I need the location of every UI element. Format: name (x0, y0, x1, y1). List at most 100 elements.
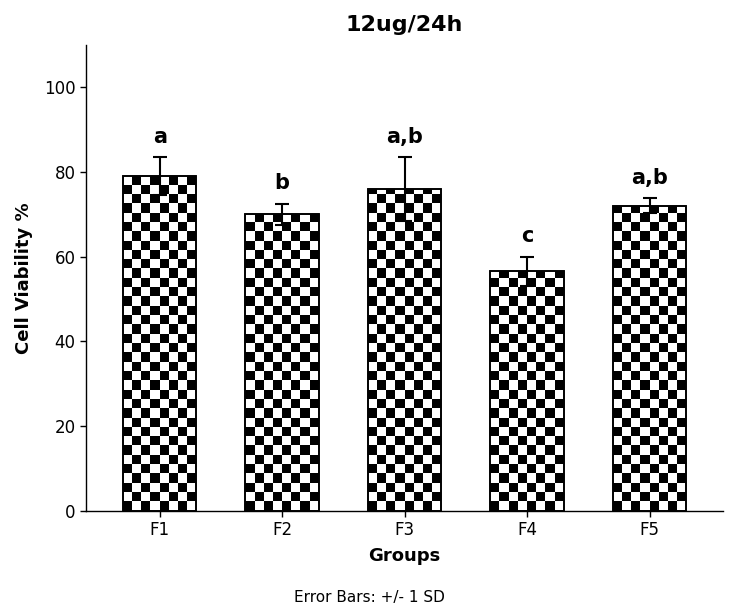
Bar (386, 241, 396, 250)
Bar (423, 408, 432, 417)
Bar (151, 399, 159, 408)
Bar (292, 492, 300, 502)
Bar (490, 278, 500, 287)
Bar (677, 213, 686, 222)
Bar (368, 502, 377, 511)
Bar (368, 427, 377, 436)
Bar (273, 306, 282, 315)
Bar (377, 287, 386, 296)
Bar (245, 259, 255, 268)
Bar (159, 296, 169, 306)
Bar (423, 390, 432, 399)
Bar (151, 231, 159, 241)
Bar (527, 371, 537, 380)
Bar (255, 436, 263, 445)
Bar (123, 464, 132, 474)
Bar (423, 241, 432, 250)
Bar (518, 474, 527, 483)
Bar (159, 334, 169, 343)
Bar (187, 455, 196, 464)
Bar (273, 474, 282, 483)
Bar (310, 231, 319, 241)
Bar (527, 296, 537, 306)
Bar (245, 214, 319, 511)
Bar (255, 324, 263, 334)
Bar (490, 464, 500, 474)
Bar (123, 278, 132, 287)
Bar (141, 445, 151, 455)
Bar (404, 445, 414, 455)
Bar (263, 353, 273, 362)
Bar (187, 492, 196, 502)
Bar (537, 287, 545, 296)
Bar (537, 474, 545, 483)
Bar (300, 278, 310, 287)
Bar (263, 483, 273, 492)
Bar (490, 427, 500, 436)
Bar (141, 315, 151, 324)
Bar (518, 271, 527, 278)
Bar (282, 464, 292, 474)
Bar (273, 231, 282, 241)
Bar (668, 206, 677, 213)
Bar (537, 380, 545, 390)
Bar (631, 241, 641, 250)
Bar (159, 371, 169, 380)
Bar (169, 268, 178, 278)
Bar (423, 222, 432, 231)
Bar (545, 315, 554, 324)
Bar (396, 306, 404, 315)
Bar (386, 353, 396, 362)
Bar (518, 417, 527, 427)
Bar (282, 278, 292, 287)
Bar (631, 371, 641, 380)
Bar (404, 203, 414, 213)
Bar (677, 380, 686, 390)
Bar (255, 417, 263, 427)
Bar (527, 278, 537, 287)
Bar (178, 222, 187, 231)
Bar (404, 259, 414, 268)
Bar (432, 268, 441, 278)
Bar (368, 464, 377, 474)
Bar (423, 371, 432, 380)
Bar (508, 408, 518, 417)
Bar (386, 222, 396, 231)
Bar (677, 474, 686, 483)
Bar (631, 296, 641, 306)
Bar (123, 222, 132, 231)
Bar (396, 362, 404, 371)
Bar (554, 492, 564, 502)
Bar (500, 417, 508, 427)
Bar (613, 241, 622, 250)
Bar (414, 324, 423, 334)
Bar (159, 445, 169, 455)
Bar (545, 445, 554, 455)
Bar (500, 474, 508, 483)
Bar (368, 296, 377, 306)
Bar (518, 306, 527, 315)
Bar (141, 185, 151, 194)
Bar (649, 278, 659, 287)
Bar (141, 353, 151, 362)
Bar (255, 268, 263, 278)
Bar (554, 324, 564, 334)
Bar (310, 417, 319, 427)
Bar (554, 287, 564, 296)
Bar (159, 408, 169, 417)
Bar (368, 241, 377, 250)
Bar (490, 483, 500, 492)
Bar (490, 271, 564, 511)
Bar (282, 390, 292, 399)
Bar (537, 324, 545, 334)
Bar (300, 334, 310, 343)
Bar (178, 371, 187, 380)
Bar (518, 324, 527, 334)
Bar (377, 194, 386, 203)
Bar (263, 334, 273, 343)
Bar (245, 241, 255, 250)
Bar (132, 492, 141, 502)
Bar (414, 343, 423, 353)
Bar (169, 213, 178, 222)
Bar (263, 222, 273, 231)
